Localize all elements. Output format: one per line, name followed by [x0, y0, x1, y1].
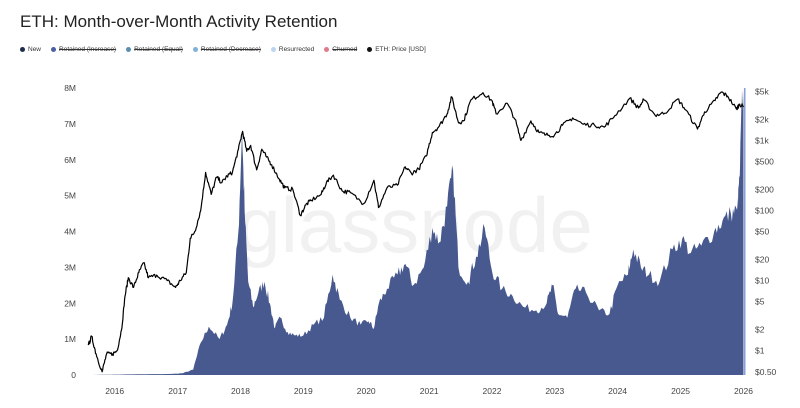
new-users-area [88, 88, 744, 375]
legend-label: New [28, 46, 42, 53]
x-tick-label: 2025 [671, 386, 690, 396]
x-tick-label: 2016 [105, 386, 124, 396]
y-left-tick-label: 0 [71, 370, 76, 380]
x-tick-label: 2017 [168, 386, 187, 396]
x-tick-label: 2024 [608, 386, 627, 396]
y-left-tick-label: 2M [64, 298, 76, 308]
legend-label: ETH: Price [USD] [375, 46, 426, 53]
y-right-tick-label: $50 [755, 227, 769, 237]
legend-label: Retained (Equal) [134, 46, 183, 53]
x-axis: 2016 2017 2018 2019 2020 2021 2022 2023 2024 2025… [105, 386, 753, 396]
legend-dot-icon [192, 47, 198, 52]
y-axis-left: 0 1M 2M 3M 4M 5M 6M 7M 8M [64, 83, 76, 380]
y-left-tick-label: 6M [64, 155, 76, 165]
y-right-tick-label: $10 [755, 276, 769, 286]
x-tick-label: 2026 [734, 386, 753, 396]
x-tick-label: 2020 [357, 386, 376, 396]
page-title: ETH: Month-over-Month Activity Retention [20, 12, 338, 31]
y-right-tick-label: $2 [755, 325, 765, 335]
legend-item-retained-equal[interactable]: Retained (Equal) [126, 46, 183, 53]
x-tick-label: 2023 [545, 386, 564, 396]
y-left-tick-label: 8M [64, 83, 76, 93]
eth-price-line [87, 91, 745, 373]
y-right-tick-label: $20 [755, 255, 769, 265]
y-left-tick-label: 5M [64, 191, 76, 201]
legend-item-new[interactable]: New [20, 46, 41, 53]
legend-label: Churned [332, 46, 358, 53]
x-tick-label: 2019 [294, 386, 313, 396]
legend-item-retained-increase[interactable]: Retained (Increase) [51, 46, 116, 53]
legend-dot-icon [324, 47, 330, 52]
legend-label: Resurrected [278, 46, 315, 53]
legend-dot-icon [51, 47, 57, 52]
legend-dot-icon [126, 47, 132, 52]
y-left-tick-label: 7M [64, 119, 76, 129]
y-right-tick-label: $2k [755, 114, 769, 124]
latest-value-bar [744, 88, 746, 375]
y-right-tick-label: $5 [755, 297, 765, 307]
legend-item-churned[interactable]: Churned [324, 46, 357, 53]
legend-item-retained-decrease[interactable]: Retained (Decrease) [192, 46, 261, 53]
legend-label: Retained (Increase) [59, 46, 117, 53]
legend-dot-icon [270, 47, 276, 52]
legend-label: Retained (Decrease) [200, 46, 261, 53]
watermark-logo: glassnode [237, 181, 593, 269]
legend: New Retained (Increase) Retained (Equal)… [20, 46, 426, 53]
y-axis-right: $0.50 $1 $2 $5 $10 $20 $50 $100 $200 $500 $1k $2k $5… [755, 86, 777, 376]
y-right-tick-label: $100 [755, 206, 774, 216]
x-tick-label: 2022 [483, 386, 502, 396]
y-right-tick-label: $1k [755, 135, 769, 145]
legend-item-resurrected[interactable]: Resurrected [270, 46, 315, 53]
x-tick-label: 2018 [231, 386, 250, 396]
y-left-tick-label: 4M [64, 227, 76, 237]
legend-dot-icon [20, 47, 25, 52]
y-right-tick-label: $0.50 [755, 367, 777, 377]
y-right-tick-label: $1 [755, 346, 765, 356]
y-right-tick-label: $500 [755, 157, 774, 167]
y-right-tick-label: $5k [755, 86, 769, 96]
legend-item-eth-price[interactable]: ETH: Price [USD] [367, 46, 426, 53]
x-tick-label: 2021 [420, 386, 439, 396]
y-right-tick-label: $200 [755, 184, 774, 194]
y-left-tick-label: 1M [64, 334, 76, 344]
legend-dot-icon [367, 47, 373, 52]
y-left-tick-label: 3M [64, 262, 76, 272]
